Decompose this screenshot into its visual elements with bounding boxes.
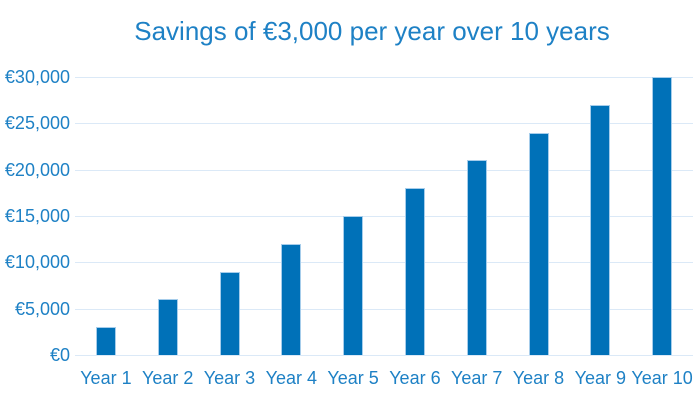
y-axis-tick-label: €25,000: [4, 113, 70, 134]
y-axis-tick-label: €20,000: [4, 159, 70, 180]
x-axis-category-label: Year 6: [389, 368, 441, 388]
gridline: [75, 308, 693, 310]
x-axis-category-label: Year 1: [80, 368, 132, 388]
chart-title: Savings of €3,000 per year over 10 years: [134, 16, 610, 46]
x-axis-category-label: Year 5: [327, 368, 379, 388]
x-axis-category-label: Year 4: [265, 368, 317, 388]
bar-year-9: [590, 104, 611, 355]
bar-year-5: [343, 216, 364, 355]
gridline: [75, 216, 693, 217]
gridline: [75, 77, 693, 78]
y-axis-tick-label: €30,000: [4, 67, 70, 87]
y-axis-tick-label: €15,000: [4, 206, 70, 226]
x-axis-category-label: Year 8: [512, 368, 565, 388]
y-axis-tick-label: €10,000: [4, 252, 70, 273]
x-axis-category-label: Year 9: [574, 368, 626, 388]
bar-year-8: [528, 132, 549, 355]
y-axis-tick-label: €0: [49, 345, 70, 365]
bar-year-3: [219, 271, 240, 355]
bar-year-4: [281, 243, 302, 355]
bar-year-7: [466, 160, 487, 355]
bar-year-6: [404, 188, 425, 355]
gridline: [75, 355, 693, 356]
bar-year-1: [95, 327, 116, 355]
gridline: [75, 123, 693, 125]
gridline: [75, 169, 693, 171]
x-axis-category-label: Year 10: [631, 368, 693, 388]
gridline: [75, 262, 693, 264]
x-axis-category-label: Year 3: [203, 368, 256, 388]
x-axis-category-label: Year 2: [142, 368, 194, 388]
y-axis-tick-label: €5,000: [14, 298, 70, 319]
x-axis-category-label: Year 7: [451, 368, 503, 388]
bar-year-10: [652, 77, 673, 355]
bar-year-2: [157, 299, 178, 355]
